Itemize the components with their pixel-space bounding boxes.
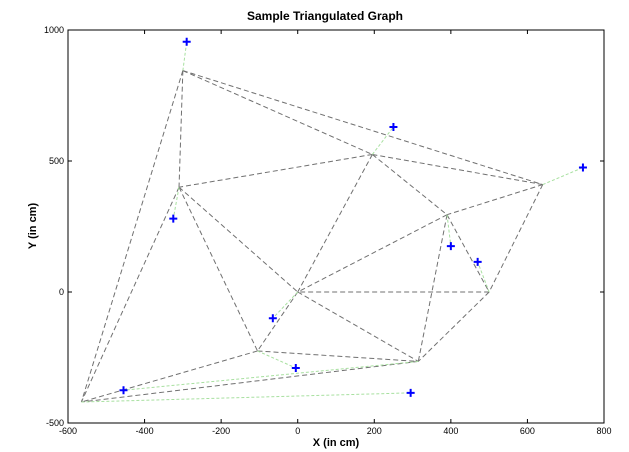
assignment-edge: [272, 291, 299, 319]
data-point-marker: [578, 163, 587, 172]
data-point-marker: [169, 214, 178, 223]
triangulation-edge: [178, 186, 258, 352]
triangulation-edge: [178, 153, 373, 188]
triangulation-edge: [446, 184, 543, 216]
data-point-marker: [473, 257, 482, 266]
triangulation-edge: [297, 214, 448, 293]
triangulation-edge: [257, 291, 299, 352]
triangulation-edge: [297, 291, 419, 362]
x-tick-label: 0: [295, 426, 300, 436]
x-tick-label: -600: [59, 426, 77, 436]
chart-title: Sample Triangulated Graph: [247, 9, 403, 23]
y-tick-label: 1000: [44, 25, 64, 35]
triangulation-edge: [446, 214, 490, 293]
assignment-edge: [371, 126, 394, 155]
triangulation-edge: [372, 154, 448, 216]
triangulation-edges: [80, 70, 544, 403]
triangulation-edge: [488, 184, 544, 293]
y-axis-label: Y (in cm): [27, 203, 39, 250]
assignment-edge: [172, 187, 180, 219]
x-axis-label: X (in cm): [313, 437, 360, 449]
triangulation-edge: [417, 214, 448, 362]
triangulation-edge: [297, 154, 373, 293]
assignment-edges: [81, 41, 584, 403]
triangulation-edge: [178, 186, 299, 293]
data-point-marker: [291, 363, 300, 372]
data-point-marker: [406, 388, 415, 397]
y-tick-label: 500: [49, 156, 64, 166]
data-point-marker: [389, 122, 398, 131]
data-point-marker: [182, 37, 191, 46]
x-tick-label: -200: [212, 426, 230, 436]
triangulation-edge: [417, 291, 490, 362]
x-tick-label: 800: [596, 426, 611, 436]
y-tick-label: 0: [59, 287, 64, 297]
x-tick-label: 600: [520, 426, 535, 436]
x-tick-label: -400: [136, 426, 154, 436]
triangulation-edge: [81, 360, 419, 403]
data-points: [119, 37, 587, 397]
assignment-edge: [123, 360, 419, 391]
assignment-edge: [81, 392, 411, 403]
data-point-marker: [268, 314, 277, 323]
assignment-edge: [477, 261, 490, 293]
triangulation-edge: [182, 70, 373, 155]
x-axis-ticks: -600 -400 -200 0 200 400 600 800: [59, 30, 612, 436]
data-point-marker: [119, 386, 128, 395]
assignment-edge: [542, 167, 584, 186]
data-point-marker: [446, 242, 455, 251]
triangulation-edge: [182, 70, 543, 186]
plot-area: [67, 29, 605, 424]
y-axis-ticks: -500 0 500 1000: [44, 25, 604, 428]
assignment-edge: [446, 214, 452, 247]
triangulation-edge: [80, 186, 180, 403]
x-tick-label: 200: [367, 426, 382, 436]
triangulation-edge: [372, 153, 543, 186]
assignment-edge: [182, 41, 188, 71]
triangulation-edge: [80, 70, 184, 403]
y-tick-label: -500: [46, 418, 64, 428]
triangulation-edge: [257, 350, 419, 362]
assignment-edge: [257, 350, 297, 369]
x-tick-label: 400: [443, 426, 458, 436]
triangulation-edge: [81, 350, 258, 403]
triangulation-edge: [178, 70, 184, 188]
